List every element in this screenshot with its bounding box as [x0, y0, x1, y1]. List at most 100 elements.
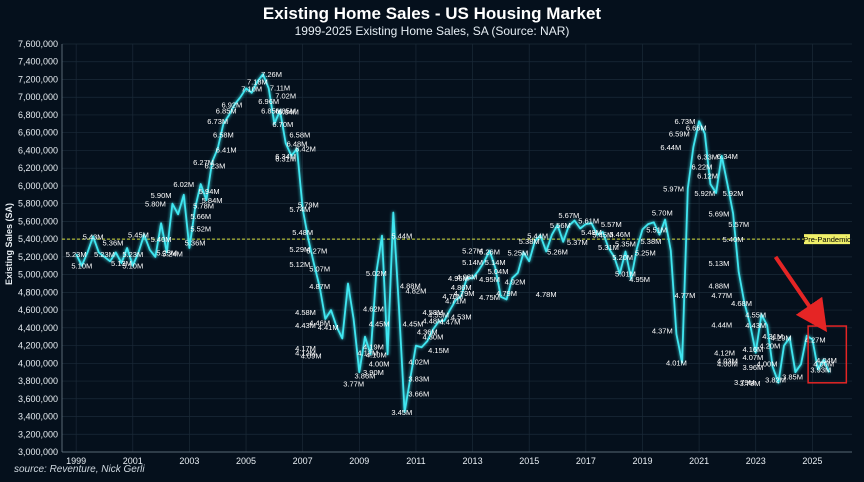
y-tick-label: 7,400,000	[18, 57, 58, 67]
data-label: 4.55M	[745, 311, 766, 320]
data-label: 5.29M	[289, 245, 310, 254]
data-label: 4.86M	[451, 283, 472, 292]
data-label: 4.58M	[423, 308, 444, 317]
y-tick-label: 7,200,000	[18, 74, 58, 84]
data-label: 5.40M	[723, 235, 744, 244]
x-tick-label: 2019	[632, 456, 652, 466]
data-label: 6.42M	[295, 145, 316, 154]
data-label: 6.02M	[173, 180, 194, 189]
data-label: 4.31M	[762, 332, 783, 341]
data-label: 6.27M	[193, 158, 214, 167]
data-label: 4.12M	[357, 349, 378, 358]
pre-pandemic-label-box	[804, 234, 850, 245]
data-label: 5.69M	[708, 209, 729, 218]
data-label: 5.80M	[145, 200, 166, 209]
data-label: 5.13M	[111, 259, 132, 268]
data-label: 5.56M	[550, 221, 571, 230]
data-label: 5.23M	[94, 250, 115, 259]
data-label: 5.74M	[289, 205, 310, 214]
data-label: 7.11M	[270, 83, 290, 92]
data-label: 5.67M	[558, 211, 579, 220]
x-tick-label: 2015	[519, 456, 539, 466]
data-label: 5.35M	[615, 240, 636, 249]
data-label: 5.38M	[519, 237, 540, 246]
data-label: 5.94M	[199, 187, 220, 196]
y-axis-label: Existing Sales (SA)	[4, 203, 14, 285]
y-tick-label: 5,200,000	[18, 252, 58, 262]
data-label: 4.36M	[417, 327, 438, 336]
data-label: 5.38M	[641, 237, 662, 246]
data-label: 6.58M	[213, 130, 234, 139]
data-label: 4.77M	[675, 291, 696, 300]
y-tick-label: 5,600,000	[18, 216, 58, 226]
data-label: 6.70M	[272, 120, 293, 129]
data-label: 5.10M	[71, 262, 92, 271]
data-label: 3.90M	[363, 368, 384, 377]
pre-pandemic-label: Pre-Pandemic	[803, 235, 851, 244]
data-label: 5.61M	[578, 217, 599, 226]
data-label: 4.45M	[403, 319, 424, 328]
x-tick-label: 1999	[66, 456, 86, 466]
data-label: 5.24M	[162, 249, 183, 258]
data-label: 5.27M	[306, 247, 327, 256]
data-label: 6.73M	[675, 117, 696, 126]
data-label: 5.25M	[507, 248, 528, 257]
data-label: 5.44M	[391, 232, 412, 241]
chart-title: Existing Home Sales - US Housing Market	[262, 4, 602, 23]
data-label: 6.59M	[669, 130, 690, 139]
x-tick-label: 2013	[463, 456, 483, 466]
data-label: 6.73M	[207, 117, 228, 126]
data-label: 5.66M	[190, 212, 211, 221]
data-label: 6.23M	[204, 162, 225, 171]
data-label: 4.96M	[448, 274, 469, 283]
data-label: 6.85M	[275, 107, 296, 116]
y-tick-label: 5,400,000	[18, 234, 58, 244]
y-tick-label: 6,400,000	[18, 145, 58, 155]
data-label: 5.97M	[663, 185, 684, 194]
data-label: 5.20M	[612, 253, 633, 262]
data-label: 5.40M	[151, 235, 172, 244]
data-label: 5.13M	[708, 259, 729, 268]
data-label: 5.02M	[366, 269, 387, 278]
data-label: 4.30M	[423, 333, 444, 342]
data-label: 4.02M	[408, 358, 429, 367]
data-label: 6.48M	[287, 139, 308, 148]
data-label: 4.77M	[711, 291, 732, 300]
data-label: 6.92M	[221, 100, 242, 109]
y-tick-label: 7,000,000	[18, 92, 58, 102]
data-label: 4.87M	[309, 282, 330, 291]
data-label: 5.23M	[122, 250, 143, 259]
data-label: 5.10M	[122, 262, 143, 271]
data-label: 6.44M	[660, 143, 681, 152]
data-label: 6.84M	[278, 107, 299, 116]
data-label: 5.14M	[462, 258, 483, 267]
data-label: 5.04M	[488, 267, 509, 276]
data-label: 4.03M	[717, 357, 738, 366]
data-label: 6.85M	[261, 107, 282, 116]
data-label: 3.77M	[343, 380, 364, 389]
data-label: 4.78M	[536, 290, 557, 299]
data-label: 5.36M	[185, 239, 206, 248]
data-label: 4.88M	[708, 281, 729, 290]
data-label: 4.44M	[711, 320, 732, 329]
data-label: 4.62M	[363, 304, 384, 313]
x-tick-label: 2001	[123, 456, 143, 466]
data-label: 5.57M	[728, 220, 749, 229]
data-label: 3.93M	[810, 366, 831, 375]
data-label: 4.41M	[318, 323, 339, 332]
data-label: 3.66M	[408, 389, 429, 398]
x-tick-label: 2005	[236, 456, 256, 466]
data-label: 5.70M	[652, 209, 673, 218]
data-label: 4.01M	[666, 358, 687, 367]
data-label: 4.45M	[369, 319, 390, 328]
y-tick-label: 4,600,000	[18, 305, 58, 315]
y-tick-label: 4,200,000	[18, 341, 58, 351]
y-tick-label: 3,000,000	[18, 447, 58, 457]
data-label: 4.09M	[301, 351, 322, 360]
data-label: 5.36M	[103, 239, 124, 248]
data-label: 7.18M	[247, 77, 268, 86]
data-label: 4.88M	[400, 281, 421, 290]
x-tick-label: 2003	[179, 456, 199, 466]
data-label: 5.79M	[298, 201, 319, 210]
